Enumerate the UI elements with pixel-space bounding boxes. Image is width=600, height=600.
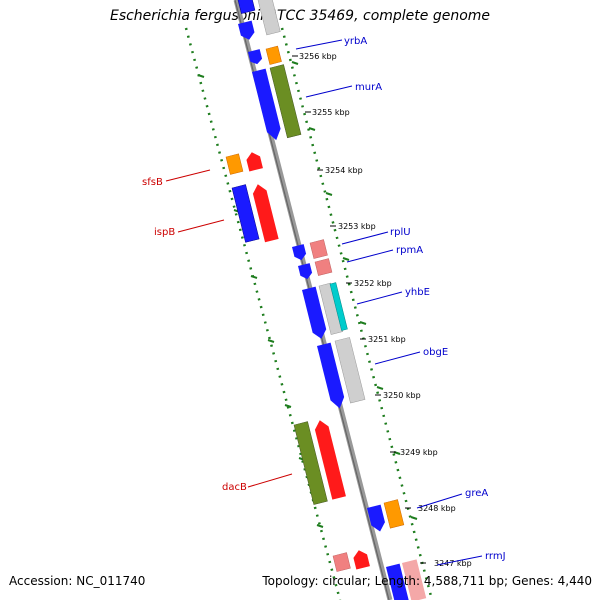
kbp-label-3252: 3252 kbp: [354, 279, 392, 288]
kbp-label-3256: 3256 kbp: [299, 52, 337, 61]
gene-top-blue2: [238, 20, 255, 40]
gene-dacB-green: [293, 421, 328, 505]
gene-bottom-red: [353, 550, 370, 570]
label-greA: greA: [465, 488, 488, 499]
gene-rrmJ-pink: [402, 559, 427, 600]
label-ispB: ispB: [154, 227, 175, 238]
gene-rrmJ-blue: [386, 563, 410, 600]
kbp-label-3254: 3254 kbp: [325, 166, 363, 175]
kbp-label-3250: 3250 kbp: [383, 391, 421, 400]
label-rplU: rplU: [390, 227, 411, 238]
gene-labels-right: [295, 39, 483, 566]
genes: [225, 0, 427, 600]
kbp-label-3248: 3248 kbp: [418, 504, 456, 513]
gene-yhbE-blue: [302, 286, 327, 339]
kbp-label-3255: 3255 kbp: [312, 108, 350, 117]
gene-labels-left: [165, 169, 293, 488]
label-rrmJ: rrmJ: [485, 551, 506, 562]
ring-boundary-left: [184, 27, 342, 600]
gene-top-blue: [236, 0, 256, 14]
gene-yrbA-blue: [248, 49, 263, 65]
gene-bottom-pink: [332, 552, 351, 572]
kbp-label-3253: 3253 kbp: [338, 222, 376, 231]
gene-murA-blue: [252, 68, 281, 141]
gene-obgE-blue: [317, 342, 345, 409]
kbp-label-3247: 3247 kbp: [434, 559, 472, 568]
label-obgE: obgE: [423, 347, 448, 358]
gene-top-grey: [256, 0, 281, 36]
gene-murA-green: [269, 64, 302, 139]
gene-greA-orange: [383, 499, 405, 529]
gene-rpmA-pink: [314, 258, 333, 276]
label-rpmA: rpmA: [396, 245, 423, 256]
kbp-labels: 3256 kbp 3255 kbp 3254 kbp 3253 kbp 3252…: [299, 52, 472, 568]
ring-boundary-right: [280, 27, 434, 600]
gene-yrbA-orange: [265, 45, 282, 65]
gene-ispB-blue: [231, 184, 260, 243]
ring-ticks: [197, 61, 418, 528]
label-dacB: dacB: [222, 482, 247, 493]
gene-dacB-red: [314, 420, 346, 500]
label-yrbA: yrbA: [344, 36, 367, 47]
gene-sfsB-orange: [225, 153, 244, 175]
accession-text: Accession: NC_011740: [9, 574, 146, 588]
genome-stats-text: Topology: circular; Length: 4,588,711 bp…: [262, 574, 592, 588]
label-murA: murA: [355, 82, 382, 93]
genome-title: Escherichia fergusonii ATCC 35469, compl…: [109, 8, 491, 24]
gene-rplU-blue: [292, 244, 307, 261]
kbp-ticks: [292, 55, 426, 564]
label-sfsB: sfsB: [142, 177, 163, 188]
label-yhbE: yhbE: [405, 287, 430, 298]
gene-rplU-pink: [309, 239, 328, 259]
gene-ispB-red: [252, 184, 279, 243]
gene-yhbE-cyan: [329, 282, 348, 331]
gene-sfsB-red: [246, 152, 263, 172]
kbp-label-3251: 3251 kbp: [368, 335, 406, 344]
gene-rpmA-blue: [298, 263, 313, 280]
gene-obgE-grey: [334, 337, 366, 404]
kbp-label-3249: 3249 kbp: [400, 448, 438, 457]
gene-greA-blue: [367, 504, 385, 532]
